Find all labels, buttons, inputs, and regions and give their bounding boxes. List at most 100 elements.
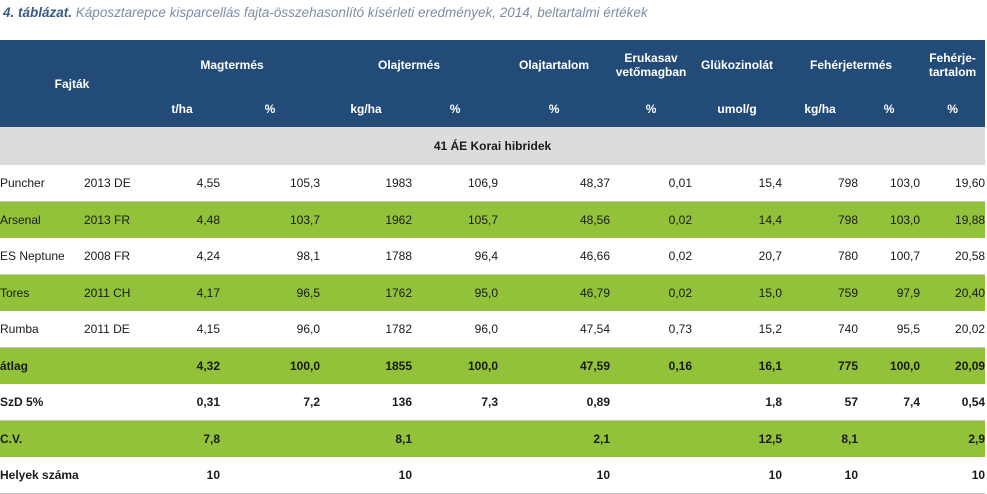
header-feherjetartalom: Fehérje-tartalom xyxy=(920,40,986,90)
variety-name: ES Neptune xyxy=(0,238,84,275)
cell-value: 1855 xyxy=(320,347,413,384)
header-erukasav: Erukasav vetőmagban xyxy=(610,40,693,90)
cell-value: 95,0 xyxy=(412,274,499,311)
summary-row: átlag 4,32 100,0 1855 100,0 47,59 0,16 16,1 775 1… xyxy=(0,347,986,384)
cell-value: 7,2 xyxy=(220,384,321,421)
unit-header: % xyxy=(610,90,693,127)
cell-value: 16,1 xyxy=(692,347,783,384)
cell-value: 20,7 xyxy=(692,238,783,275)
cell-value: 48,56 xyxy=(498,201,611,238)
header-glukozinolat: Glükozinolát xyxy=(692,40,783,90)
table-row: ES Neptune 2008 FR 4,24 98,1 1788 96,4 46,66 0,… xyxy=(0,238,986,275)
unit-header: t/ha xyxy=(144,90,220,127)
cell-value: 0,16 xyxy=(610,347,693,384)
cell-value: 780 xyxy=(782,238,859,275)
variety-year-origin: 2013 FR xyxy=(84,201,144,238)
cell-value: 2,9 xyxy=(920,420,986,457)
cell-value: 48,37 xyxy=(498,165,611,202)
cell-value: 1788 xyxy=(320,238,413,275)
cell-value: 20,09 xyxy=(920,347,986,384)
table-row: Tores 2011 CH 4,17 96,5 1762 95,0 46,79 0,02 15,… xyxy=(0,274,986,311)
cell-value: 103,0 xyxy=(858,165,921,202)
cell-value: 10 xyxy=(498,457,611,494)
cell-value: 1962 xyxy=(320,201,413,238)
summary-label: Helyek száma xyxy=(0,457,144,494)
cell-value: 105,7 xyxy=(412,201,499,238)
cell-value: 798 xyxy=(782,165,859,202)
cell-value: 0,73 xyxy=(610,311,693,348)
cell-value: 4,48 xyxy=(144,201,220,238)
cell-value: 47,59 xyxy=(498,347,611,384)
cell-value: 47,54 xyxy=(498,311,611,348)
summary-label: C.V. xyxy=(0,420,144,457)
cell-value: 12,5 xyxy=(692,420,783,457)
cell-value: 14,4 xyxy=(692,201,783,238)
cell-value: 15,0 xyxy=(692,274,783,311)
unit-header: umol/g xyxy=(692,90,783,127)
unit-header: % xyxy=(858,90,921,127)
cell-value: 0,54 xyxy=(920,384,986,421)
cell-value: 100,0 xyxy=(220,347,321,384)
cell-value: 46,79 xyxy=(498,274,611,311)
summary-row: SzD 5% 0,31 7,2 136 7,3 0,89 1,8 57 7,4 0,54 xyxy=(0,384,986,421)
table-row: Puncher 2013 DE 4,55 105,3 1983 106,9 48,37 0,0… xyxy=(0,165,986,202)
cell-value: 798 xyxy=(782,201,859,238)
header-fajtak: Fajták xyxy=(0,40,144,127)
cell-value: 20,58 xyxy=(920,238,986,275)
summary-label: átlag xyxy=(0,347,144,384)
cell-value: 0,02 xyxy=(610,238,693,275)
cell-value: 20,02 xyxy=(920,311,986,348)
cell-value: 100,0 xyxy=(412,347,499,384)
cell-value: 8,1 xyxy=(782,420,859,457)
caption-text: Káposztarepce kisparcellás fajta-összeha… xyxy=(75,5,648,20)
unit-header: % xyxy=(498,90,611,127)
header-olajtermes: Olajtermés xyxy=(320,40,499,90)
cell-value xyxy=(858,457,921,494)
cell-value: 46,66 xyxy=(498,238,611,275)
cell-value: 15,2 xyxy=(692,311,783,348)
group-label: 41 ÁE Korai hibridek xyxy=(0,127,986,165)
header-magtermes: Magtermés xyxy=(144,40,321,90)
header-olajtartalom: Olajtartalom xyxy=(498,40,611,90)
variety-name: Tores xyxy=(0,274,84,311)
cell-value: 2,1 xyxy=(498,420,611,457)
cell-value xyxy=(610,420,693,457)
table-caption: 4. táblázat. Káposztarepce kisparcellás … xyxy=(3,5,648,20)
cell-value: 106,9 xyxy=(412,165,499,202)
cell-value: 7,8 xyxy=(144,420,220,457)
cell-value: 0,02 xyxy=(610,274,693,311)
variety-name: Puncher xyxy=(0,165,84,202)
cell-value: 0,01 xyxy=(610,165,693,202)
summary-label: SzD 5% xyxy=(0,384,144,421)
cell-value xyxy=(412,457,499,494)
cell-value: 7,4 xyxy=(858,384,921,421)
cell-value: 1,8 xyxy=(692,384,783,421)
cell-value: 759 xyxy=(782,274,859,311)
cell-value: 1983 xyxy=(320,165,413,202)
cell-value: 10 xyxy=(320,457,413,494)
variety-name: Rumba xyxy=(0,311,84,348)
cell-value: 103,0 xyxy=(858,201,921,238)
table-row: Arsenal 2013 FR 4,48 103,7 1962 105,7 48,56 0,0… xyxy=(0,201,986,238)
variety-year-origin: 2011 DE xyxy=(84,311,144,348)
cell-value: 10 xyxy=(782,457,859,494)
cell-value: 96,0 xyxy=(412,311,499,348)
cell-value: 96,4 xyxy=(412,238,499,275)
cell-value: 7,3 xyxy=(412,384,499,421)
cell-value xyxy=(412,420,499,457)
cell-value: 96,0 xyxy=(220,311,321,348)
cell-value: 95,5 xyxy=(858,311,921,348)
unit-header: kg/ha xyxy=(320,90,413,127)
variety-name: Arsenal xyxy=(0,201,84,238)
cell-value: 15,4 xyxy=(692,165,783,202)
header-feherjetartalom-line2: tartalom xyxy=(928,65,977,79)
unit-header: % xyxy=(920,90,986,127)
summary-row: Helyek száma 10 10 10 10 10 10 xyxy=(0,457,986,494)
cell-value: 775 xyxy=(782,347,859,384)
cell-value: 10 xyxy=(692,457,783,494)
cell-value xyxy=(220,420,321,457)
cell-value xyxy=(610,384,693,421)
header-erukasav-line2: vetőmagban xyxy=(615,65,687,79)
caption-number: 4. táblázat. xyxy=(3,5,73,20)
cell-value: 136 xyxy=(320,384,413,421)
